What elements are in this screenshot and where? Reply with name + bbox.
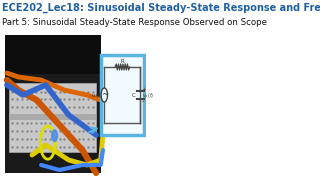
Text: $v_s(t)$: $v_s(t)$ [91,91,103,100]
Bar [4,35,101,74]
Text: Part 5: Sinusoidal Steady-State Response Observed on Scope: Part 5: Sinusoidal Steady-State Response… [2,17,267,26]
Bar [9,83,96,152]
Text: ~: ~ [101,91,108,100]
Bar [101,55,144,135]
Text: $v_o(t)$: $v_o(t)$ [142,91,154,100]
Circle shape [52,130,57,141]
Text: ECE202_Lec18: Sinusoidal Steady-State Response and Frequency  Response: ECE202_Lec18: Sinusoidal Steady-State Re… [2,3,320,13]
Text: R: R [121,59,124,64]
Circle shape [101,88,108,102]
Text: +: + [142,87,147,91]
Text: C: C [132,93,136,98]
Bar [9,114,96,120]
Text: -: - [142,98,144,104]
Bar [4,35,101,173]
